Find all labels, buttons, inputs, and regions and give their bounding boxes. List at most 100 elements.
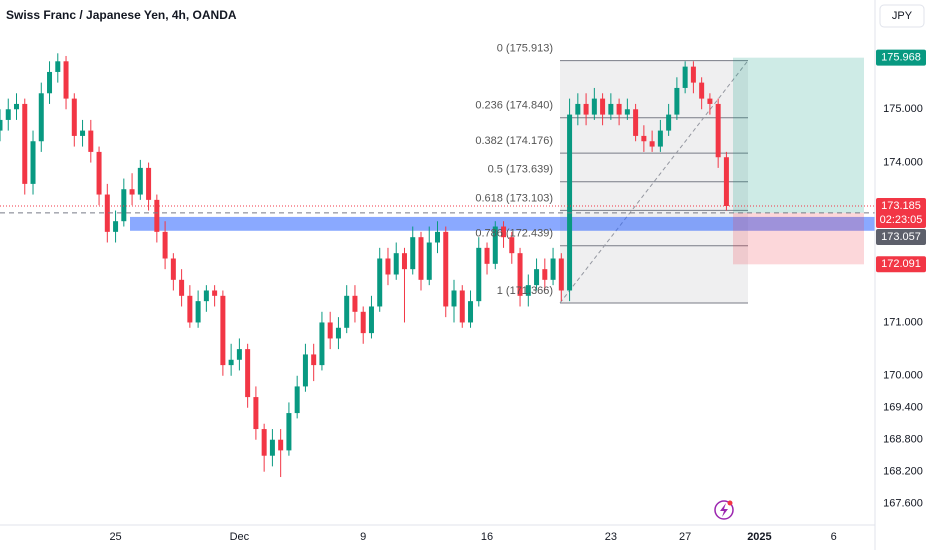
candle-body [715,103,721,158]
candle-body [311,354,317,366]
fib-level-label: 0.382 (174.176) [475,135,553,147]
candle-body [451,290,457,307]
candle-body [641,135,647,142]
candle-body [591,98,597,115]
candle-body [583,103,589,115]
candle-body [286,413,292,451]
price-badge-label: 173.057 [881,231,921,243]
candle-body [352,295,358,312]
currency-label[interactable]: JPY [892,10,913,22]
candle-body [104,194,110,232]
candle-body [30,141,36,184]
candle-body [47,71,53,94]
fib-level-label: 0.618 (173.103) [475,192,553,204]
candle-body [302,354,308,387]
candle-body [179,279,185,296]
candle-body [88,130,94,152]
candle-body [525,285,531,296]
candle-body [14,103,20,110]
candle-body [0,119,3,131]
candle-body [253,397,259,430]
candle-body [633,109,639,136]
candle-body [63,61,69,99]
candle-body [220,295,226,366]
candle-body [38,93,44,142]
y-tick-label: 169.400 [883,402,923,414]
candle-body [624,109,630,115]
candle-body [476,247,482,302]
price-badge [876,49,926,66]
candles [0,53,729,478]
candle-body [203,290,209,302]
fib-level-label: 0.236 (174.840) [475,100,553,112]
candle-body [509,237,515,254]
candle-body [154,199,160,232]
candle-body [121,189,127,222]
candle-body [459,290,465,323]
candle-body [682,66,688,88]
x-tick-label: 25 [109,531,121,543]
y-tick-label: 167.600 [883,498,923,510]
x-tick-label: 9 [360,531,366,543]
candle-body [492,226,498,264]
candle-body [269,439,275,456]
loss-zone [733,212,864,265]
candle-body [393,253,399,275]
candle-body [699,82,705,99]
fib-level-label: 0 (175.913) [497,43,553,55]
candle-body [575,103,581,115]
top-layer: 167.600 168.200 168.800 169.400 170.000 171.0… [0,43,926,543]
candle-body [261,429,267,456]
candle-body [228,359,234,366]
candle-body [146,167,152,200]
candle-body [435,231,440,243]
candle-body [368,306,374,334]
candle-body [187,295,193,323]
countdown-label: 02:23:05 [880,214,923,226]
x-tick-label: 2025 [747,531,771,543]
fib-level-label: 1 (171.366) [497,285,553,297]
fib-level-label: 0.5 (173.639) [488,164,553,176]
candle-body [377,258,383,307]
candle-body [666,114,672,131]
overlay [130,57,875,304]
candle-body [501,226,507,238]
candle-body [426,242,432,280]
candle-body [236,349,242,360]
candle-body [567,114,573,291]
y-tick-label: 168.200 [883,466,923,478]
candle-body [385,258,391,275]
price-badge-label: 173.185 [881,200,921,212]
y-tick-label: 170.000 [883,370,923,382]
currency-button[interactable] [879,4,925,28]
candle-body [129,189,135,195]
candle-body [319,322,325,366]
candle-body [484,247,490,264]
candle-body [195,301,201,323]
candle-body [600,98,606,115]
price-badge-label: 175.968 [881,52,921,64]
candle-body [468,301,474,323]
x-tick-label: 16 [481,531,493,543]
candle-body [558,258,564,291]
fib-level-label: 0.786 (172.439) [475,228,553,240]
price-badge [876,256,926,273]
candle-body [443,231,449,307]
candle-body [657,130,663,147]
fib-trend-line [559,60,749,304]
candle-body [212,290,218,296]
candle-body [80,130,86,136]
candle-body [71,98,77,136]
candle-body [649,141,655,147]
x-tick-label: 6 [831,531,837,543]
candle-body [542,269,548,280]
candle-body [517,253,523,296]
alert-icon[interactable] [714,500,734,520]
candle-body [616,103,622,115]
y-tick-label: 171.000 [883,316,923,328]
y-tick-label: 168.800 [883,434,923,446]
price-badge [876,229,926,246]
y-tick-label: 175.000 [883,103,923,115]
candle-body [608,103,614,115]
